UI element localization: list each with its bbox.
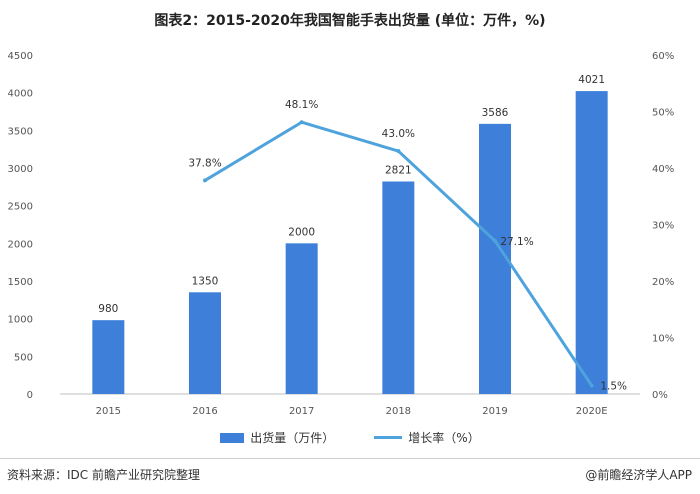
bar-value-label: 3586 <box>482 107 509 119</box>
y-right-tick-label: 10% <box>652 334 674 345</box>
bar-series <box>92 91 608 395</box>
y-right-tick-label: 50% <box>652 108 674 119</box>
x-tick-label: 2017 <box>289 406 314 417</box>
footer-divider <box>0 458 700 459</box>
legend-item-shipments: 出货量（万件） <box>220 429 334 446</box>
growth-point <box>299 120 304 125</box>
bar-value-label: 1350 <box>192 275 219 287</box>
y-right-tick-label: 30% <box>652 221 674 232</box>
brand-credit: @前瞻经济学人APP <box>585 468 692 482</box>
y-right-tick-label: 60% <box>652 51 674 62</box>
y-left-tick-label: 3500 <box>8 126 33 137</box>
y-left-tick-label: 4000 <box>8 89 33 100</box>
growth-point <box>396 149 401 154</box>
growth-value-label: 43.0% <box>382 128 415 140</box>
source-note: 资料来源：IDC 前瞻产业研究院整理 <box>7 468 200 482</box>
growth-value-label: 27.1% <box>500 236 533 248</box>
x-tick-label: 2020E <box>576 406 608 417</box>
legend-line-swatch <box>374 436 403 439</box>
y-left-tick-label: 1500 <box>8 277 33 288</box>
data-labels: 980 1350 2000 2821 3586 4021 37.8% 48.1% 43.0% 27… <box>98 74 627 392</box>
axes: 0 500 1000 1500 2000 2500 3000 3500 4000 4500 0% 10… <box>8 51 675 417</box>
y-right-tick-label: 0% <box>652 390 668 401</box>
bar-value-label: 980 <box>98 303 118 315</box>
bar <box>92 320 125 394</box>
legend-bar-swatch <box>220 432 245 443</box>
bar <box>285 243 318 394</box>
y-right-tick-label: 40% <box>652 164 674 175</box>
bar-value-label: 2821 <box>385 164 412 176</box>
x-tick-label: 2019 <box>482 406 507 417</box>
bar-value-label: 4021 <box>578 74 605 86</box>
x-tick-label: 2018 <box>386 406 411 417</box>
bar <box>189 292 221 394</box>
y-left-tick-label: 2000 <box>8 239 33 250</box>
bar-value-label: 2000 <box>288 226 315 238</box>
y-right-tick-label: 20% <box>652 277 674 288</box>
growth-value-label: 48.1% <box>285 99 318 111</box>
legend-item-growth: 增长率（%） <box>374 429 480 446</box>
y-left-tick-label: 1000 <box>8 315 33 326</box>
growth-point <box>203 178 207 183</box>
y-left-tick-label: 4500 <box>8 51 33 62</box>
legend-label-shipments: 出货量（万件） <box>250 431 335 445</box>
bar <box>575 91 608 395</box>
line-series <box>203 120 594 388</box>
x-tick-label: 2016 <box>192 406 217 417</box>
chart-title: 图表2：2015-2020年我国智能手表出货量 (单位：万件，%) <box>154 13 546 29</box>
legend: 出货量（万件） 增长率（%） <box>0 429 700 446</box>
y-left-tick-label: 500 <box>14 352 33 363</box>
growth-value-label: 37.8% <box>188 157 221 169</box>
y-left-tick-label: 0 <box>27 390 33 401</box>
bar <box>382 181 415 394</box>
y-left-tick-label: 2500 <box>8 202 33 213</box>
y-left-tick-label: 3000 <box>8 164 33 175</box>
growth-value-label: 1.5% <box>600 381 627 393</box>
growth-point <box>493 238 497 243</box>
x-tick-label: 2015 <box>96 406 121 417</box>
legend-label-growth: 增长率（%） <box>408 431 480 445</box>
growth-point <box>589 383 594 388</box>
